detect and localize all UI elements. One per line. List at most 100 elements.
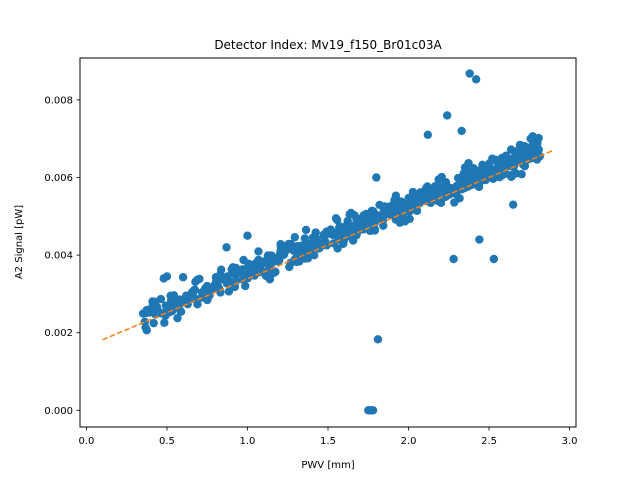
scatter-point xyxy=(342,220,351,230)
y-tick-label: 0.004 xyxy=(44,251,73,262)
scatter-point-outlier xyxy=(475,235,484,244)
scatter-point xyxy=(173,313,182,323)
scatter-point xyxy=(269,257,278,266)
scatter-point xyxy=(521,143,531,152)
scatter-point-outlier xyxy=(489,254,499,264)
scatter-point-outlier xyxy=(373,335,383,344)
scatter-point xyxy=(475,176,485,186)
scatter-point-outlier xyxy=(442,111,452,120)
scatter-point xyxy=(408,187,418,197)
scatter-point xyxy=(320,232,330,241)
scatter-point xyxy=(311,228,320,237)
scatter-point xyxy=(195,274,204,284)
scatter-point xyxy=(462,172,472,181)
scatter-point xyxy=(278,248,287,257)
x-tick-label: 0.5 xyxy=(159,436,175,447)
scatter-point xyxy=(485,159,494,168)
scatter-point xyxy=(534,133,543,143)
scatter-point xyxy=(241,281,250,291)
scatter-point xyxy=(150,302,160,312)
scatter-point xyxy=(431,182,440,191)
scatter-point-outlier xyxy=(368,406,378,415)
scatter-point xyxy=(526,151,535,160)
scatter-point xyxy=(450,198,459,207)
scatter-point xyxy=(239,255,248,265)
scatter-point-outlier xyxy=(457,126,466,136)
scatter-point xyxy=(225,277,234,286)
scatter-point xyxy=(331,214,341,223)
scatter-point xyxy=(345,210,354,219)
scatter-point xyxy=(250,271,259,280)
scatter-point xyxy=(367,206,377,216)
scatter-point xyxy=(172,298,181,307)
scatter-point xyxy=(333,244,342,253)
scatter-point xyxy=(464,158,473,168)
x-tick-label: 2.0 xyxy=(401,436,417,447)
y-tick-label: 0.006 xyxy=(44,173,73,184)
scatter-point xyxy=(404,193,413,203)
fit-line xyxy=(102,149,554,341)
scatter-point xyxy=(197,288,207,297)
x-axis: 0.0 0.5 1.0 1.5 2.0 2.5 3.0 xyxy=(78,427,578,447)
scatter-point xyxy=(355,220,364,230)
scatter-point xyxy=(285,262,294,272)
scatter-point-outlier xyxy=(372,173,381,182)
y-tick-label: 0.002 xyxy=(44,328,73,339)
x-tick-label: 0.0 xyxy=(78,436,94,447)
scatter-point xyxy=(437,172,446,182)
scatter-point xyxy=(254,247,263,256)
scatter-point xyxy=(348,236,358,245)
scatter-point xyxy=(300,234,310,243)
scatter-point xyxy=(256,263,265,272)
scatter-point xyxy=(210,281,219,290)
chart-title: Detector Index: Mv19_f150_Br01c03A xyxy=(214,38,442,52)
scatter-point xyxy=(309,238,319,248)
scatter-point xyxy=(189,286,199,295)
scatter-point xyxy=(515,148,525,157)
scatter-point xyxy=(508,154,517,163)
scatter-point xyxy=(301,225,311,235)
data-points xyxy=(138,69,545,415)
scatter-point-outlier xyxy=(471,75,481,84)
scatter-point xyxy=(471,167,481,176)
scatter-point xyxy=(488,172,497,182)
scatter-point-outlier xyxy=(449,254,458,264)
y-axis-label: A2 Signal [pW] xyxy=(14,205,25,279)
scatter-point xyxy=(422,188,431,197)
scatter-point xyxy=(327,227,336,236)
x-tick-label: 3.0 xyxy=(562,436,578,447)
y-tick-label: 0.008 xyxy=(44,95,73,106)
x-tick-label: 2.5 xyxy=(481,436,497,447)
scatter-point xyxy=(149,318,158,328)
scatter-point xyxy=(359,211,368,220)
scatter-point xyxy=(224,287,234,296)
scatter-point xyxy=(390,195,399,205)
scatter-point xyxy=(478,160,487,170)
scatter-point xyxy=(279,242,289,251)
x-tick-label: 1.5 xyxy=(320,436,336,447)
scatter-point xyxy=(234,268,244,277)
scatter-point xyxy=(216,288,225,297)
scatter-point xyxy=(517,170,526,179)
scatter-point-outlier xyxy=(465,69,474,78)
scatter-point-outlier xyxy=(222,243,231,252)
scatter-point xyxy=(176,306,185,316)
scatter-point xyxy=(380,204,389,213)
scatter-point-outlier xyxy=(178,273,188,282)
scatter-point-outlier xyxy=(423,130,433,140)
scatter-point xyxy=(436,198,446,208)
scatter-point xyxy=(145,308,154,317)
scatter-point xyxy=(339,239,348,249)
scatter-point xyxy=(217,274,226,284)
fit-line-layer xyxy=(102,149,554,341)
scatter-point xyxy=(142,326,151,335)
x-axis-label: PWV [mm] xyxy=(301,460,354,471)
y-axis: 0.000 0.002 0.004 0.006 0.008 xyxy=(44,95,80,417)
scatter-point-outlier xyxy=(162,272,172,281)
scatter-point xyxy=(405,214,414,224)
scatter-point xyxy=(263,251,273,260)
scatter-point xyxy=(340,227,349,237)
scatter-point xyxy=(501,169,510,178)
scatter-point-outlier xyxy=(508,200,518,209)
